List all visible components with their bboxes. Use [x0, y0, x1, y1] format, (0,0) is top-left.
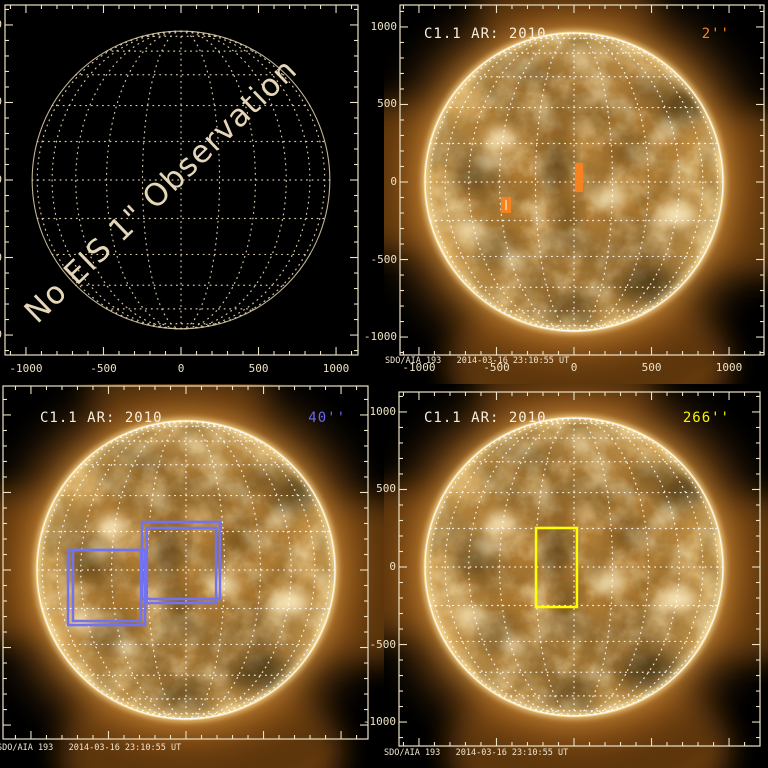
- axis-ticks: [5, 5, 358, 355]
- y-tick-label: 1000: [0, 18, 2, 31]
- y-tick-label: -500: [370, 252, 398, 266]
- x-tick-label: -500: [90, 362, 117, 375]
- axis-ticks: [3, 386, 368, 739]
- disk-texture: [425, 33, 723, 331]
- y-tick-label: 1000: [370, 19, 398, 33]
- panel-bg: [0, 0, 384, 384]
- timestamp-label: SDO/AIA 193 2014-03-16 23:10:55 UT: [384, 748, 569, 758]
- x-tick-label: 500: [641, 361, 662, 374]
- panel-title: C1.1 AR: 2010: [40, 410, 163, 426]
- axes-frame: [399, 4, 765, 356]
- heliographic-grid: [36, 420, 336, 720]
- solar-limb-circle: [424, 32, 724, 332]
- solar-limb-circle: [36, 420, 336, 720]
- x-tick-label: 1000: [715, 361, 743, 374]
- y-tick-label: 0: [0, 174, 2, 186]
- disk-texture: [425, 418, 723, 716]
- y-tick-label: -1000: [0, 329, 2, 341]
- y-tick-label: -500: [369, 637, 397, 651]
- y-tick-label: 1000: [369, 404, 397, 418]
- heliographic-grid: [424, 32, 724, 332]
- eis-fov-rect: [574, 162, 583, 193]
- x-tick-label: -1000: [9, 362, 43, 375]
- solar-grid-plot: [0, 0, 384, 384]
- panel-slot-40arcsec: SDO/AIA 193 2014-03-16 23:10:55 UT C1.1 …: [0, 384, 384, 768]
- axis-ticks: [399, 392, 760, 746]
- panel-slot-266arcsec: SDO/AIA 193 2014-03-16 23:10:55 UT C1.1 …: [363, 384, 768, 768]
- slit-width-label: 40'': [308, 410, 346, 426]
- panel-no-observation: No EIS 1" Observation -1000-1000-500-500…: [0, 0, 384, 384]
- x-tick-label: -500: [483, 361, 510, 374]
- solar-image-plot-2arcsec: [384, 0, 768, 384]
- axes-frame: [398, 391, 761, 747]
- eis-fov-rect: [71, 548, 143, 623]
- timestamp-label: SDO/AIA 193 2014-03-16 23:10:55 UT: [0, 743, 182, 753]
- y-tick-label: 0: [389, 560, 396, 573]
- eis-fov-rect: [534, 526, 579, 609]
- solar-image-plot-266arcsec: [384, 384, 768, 768]
- axis-ticks: [400, 5, 764, 355]
- solar-limb-circle: [31, 30, 331, 330]
- x-tick-label: -1000: [402, 361, 436, 374]
- y-tick-label: 500: [377, 97, 397, 111]
- disk-texture: [37, 421, 335, 719]
- x-tick-label: 0: [570, 361, 578, 374]
- eis-fov-rect: [145, 526, 218, 605]
- x-tick-label: 0: [177, 362, 185, 375]
- y-tick-label: -500: [0, 251, 2, 264]
- y-tick-label: -1000: [362, 715, 396, 729]
- panel-title: C1.1 AR: 2010: [424, 26, 547, 42]
- timestamp-label: SDO/AIA 193 2014-03-16 23:10:55 UT: [385, 356, 570, 366]
- panel-title: C1.1 AR: 2010: [424, 410, 547, 426]
- x-tick-label: 1000: [322, 362, 350, 375]
- panel-slit-2arcsec: SDO/AIA 193 2014-03-16 23:10:55 UT C1.1 …: [364, 0, 768, 384]
- y-tick-label: -1000: [363, 330, 397, 344]
- x-tick-label: 500: [248, 362, 269, 375]
- y-tick-label: 500: [376, 482, 396, 496]
- y-tick-label: 500: [0, 96, 2, 108]
- solar-image-plot-40arcsec: [0, 384, 384, 768]
- slit-width-label: 2'': [701, 26, 730, 42]
- solar-limb-circle: [424, 417, 724, 717]
- heliographic-grid: [31, 30, 331, 330]
- slit-width-label: 266'': [682, 410, 730, 426]
- y-tick-label: 0: [390, 175, 397, 188]
- heliographic-grid: [424, 417, 724, 717]
